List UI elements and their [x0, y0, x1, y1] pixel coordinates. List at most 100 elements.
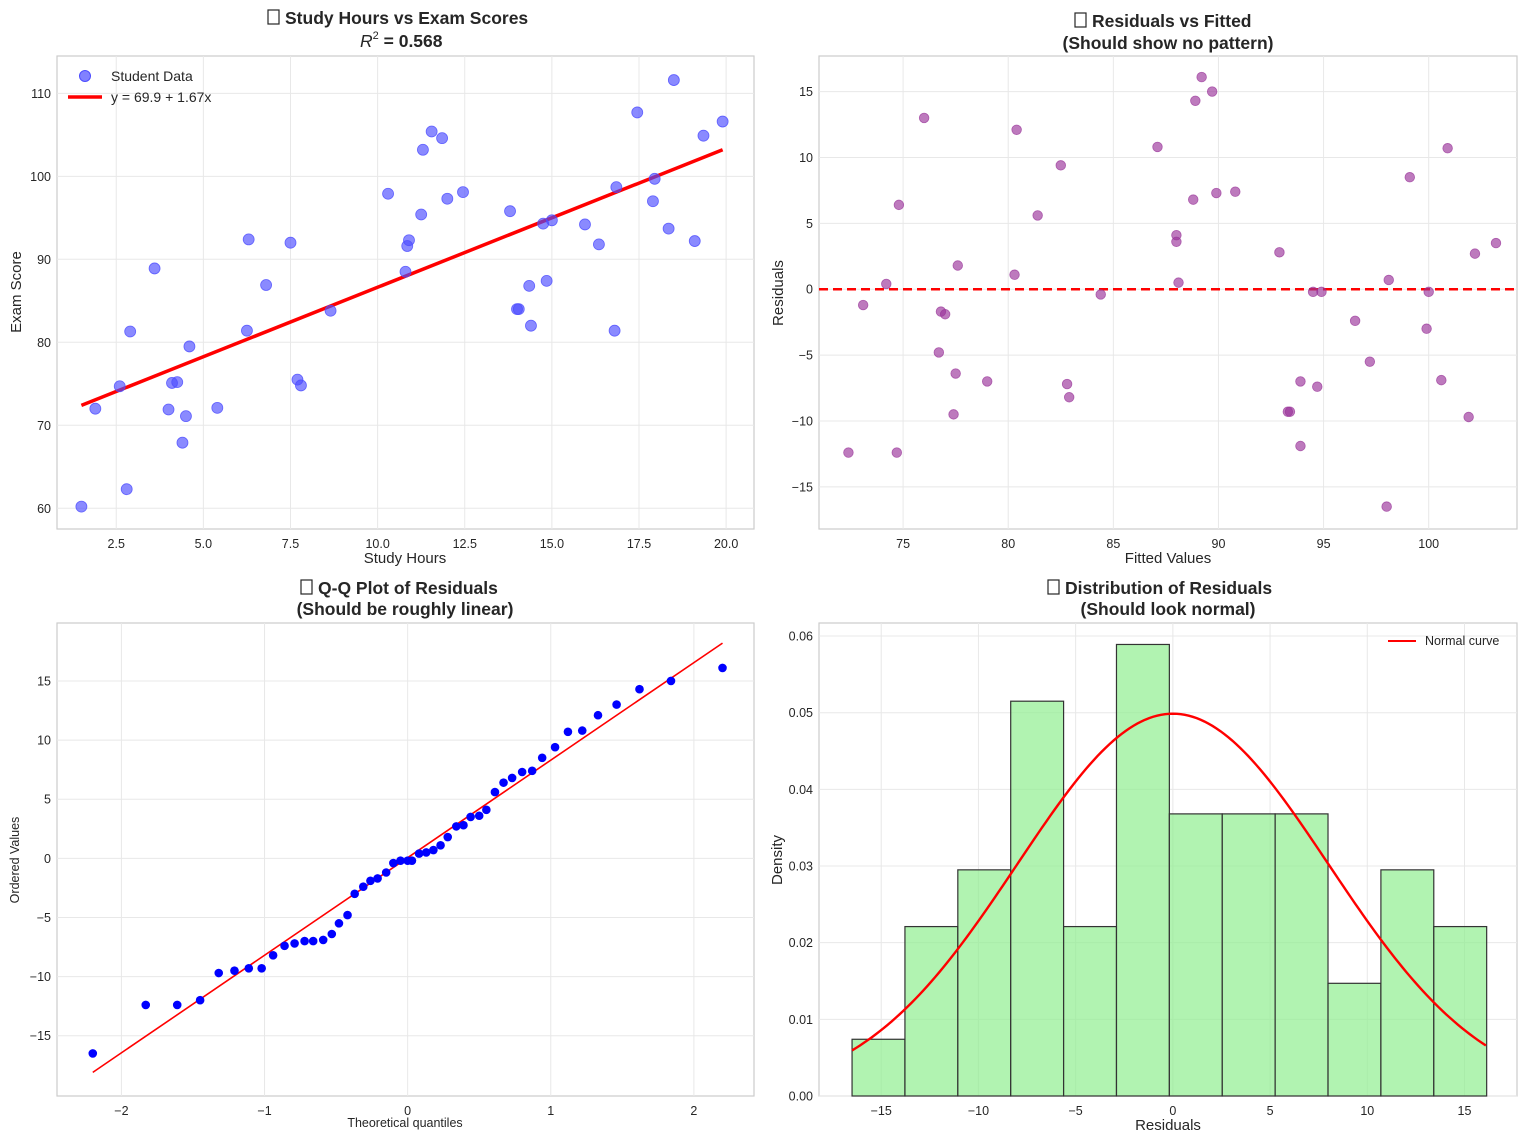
- qq-point: [414, 849, 424, 858]
- residual-point: [1211, 187, 1222, 199]
- qq-point: [381, 868, 391, 877]
- y-tick-label: 90: [37, 253, 51, 267]
- histogram-bars: [851, 643, 1488, 1097]
- data-point: [148, 262, 161, 275]
- qq-point: [172, 1000, 182, 1010]
- x-tick-label: −15: [871, 1104, 892, 1118]
- qq-point: [466, 812, 475, 822]
- residual-point: [1055, 160, 1066, 171]
- data-point: [242, 233, 255, 246]
- data-point: [75, 500, 88, 513]
- chart-subtitle-4: (Should look normal): [1081, 599, 1256, 619]
- residual-point: [1490, 237, 1502, 249]
- qq-point: [577, 726, 587, 735]
- data-point: [540, 274, 553, 287]
- residual-point: [1152, 141, 1163, 153]
- data-point: [662, 222, 675, 235]
- scatter-points-3: [88, 663, 727, 1058]
- data-point: [295, 379, 307, 392]
- residual-point: [1190, 95, 1201, 106]
- residual-point: [1463, 411, 1474, 423]
- histogram-bar: [1168, 813, 1223, 1097]
- residual-point: [1436, 374, 1447, 386]
- x-tick-label: 1: [547, 1104, 554, 1118]
- qq-point: [195, 995, 205, 1005]
- normal-curve: [851, 712, 1487, 1052]
- qq-point: [452, 822, 461, 831]
- missing-glyph-icon: [1047, 579, 1060, 595]
- x-tick-label: 5.0: [195, 537, 212, 551]
- x-tick-label: 95: [1317, 537, 1331, 551]
- panel-residual-distribution: −15 −10 −5 0 5 10 15 0.000.010.020.030.040.050…: [769, 578, 1518, 1134]
- residual-point: [1230, 186, 1241, 197]
- data-point: [382, 187, 394, 200]
- qq-point: [230, 966, 239, 975]
- residual-point: [933, 347, 945, 358]
- residual-point: [1383, 274, 1394, 286]
- x-tick-label: 100: [1418, 537, 1439, 551]
- chart-subtitle-3: (Should be roughly linear): [297, 599, 514, 619]
- qq-point: [429, 845, 438, 855]
- data-point: [171, 376, 184, 389]
- qq-point: [373, 874, 382, 883]
- panel-residuals-vs-fitted: 75 80 85 90 95 100 −15 −10 −5 0 5 10 15 Residuals v…: [770, 11, 1518, 567]
- grid-lines-2: [819, 56, 1517, 529]
- x-tick-label: 90: [1212, 537, 1226, 551]
- legend-label-normal-curve: Normal curve: [1425, 634, 1499, 648]
- plot-area-1: [56, 55, 755, 530]
- residual-point: [1421, 323, 1432, 334]
- y-tick-labels-2: −15 −10 −5 0 5 10 15: [792, 85, 813, 494]
- residual-point: [1423, 286, 1434, 298]
- x-tick-label: 10.0: [365, 537, 389, 551]
- residual-point: [1295, 376, 1306, 387]
- y-tick-label: −5: [799, 349, 813, 363]
- data-point: [180, 410, 192, 423]
- y-tick-label: 0: [44, 852, 51, 866]
- x-tick-labels-1: 2.5 5.0 7.5 10.0 12.5 15.0 17.5 20.0: [108, 537, 739, 551]
- y-tick-label: 15: [799, 85, 813, 99]
- qq-point: [244, 963, 254, 973]
- qq-point: [343, 910, 352, 920]
- data-point: [504, 205, 516, 218]
- x-axis-label-1: Study Hours: [364, 550, 447, 567]
- y-tick-label: 0.00: [789, 1090, 813, 1104]
- qq-point: [474, 811, 484, 821]
- y-tick-label: 0.06: [789, 630, 813, 644]
- scatter-points-1: [75, 74, 729, 513]
- qq-point: [550, 742, 560, 752]
- residual-point: [950, 368, 961, 379]
- residual-point: [891, 447, 902, 458]
- r-squared-superscript: 2: [373, 30, 379, 42]
- qq-point: [499, 778, 508, 787]
- x-tick-label: −10: [968, 1104, 989, 1118]
- qq-point: [593, 710, 603, 720]
- legend-1: Student Data y = 69.9 + 1.67x: [68, 68, 211, 105]
- y-tick-labels-4: 0.00 0.01 0.02 0.03 0.04 0.05 0.06: [789, 630, 813, 1104]
- y-tick-label: 80: [37, 336, 51, 350]
- qq-point: [537, 753, 547, 763]
- residual-point: [939, 309, 951, 320]
- chart-subtitle-2: (Should show no pattern): [1063, 33, 1274, 53]
- qq-point: [407, 856, 417, 865]
- data-point: [284, 236, 297, 249]
- residual-point: [1274, 247, 1285, 258]
- plot-area-2: [818, 55, 1518, 530]
- data-point: [415, 208, 428, 221]
- y-tick-labels-1: 60 70 80 90 100 110: [30, 87, 51, 516]
- data-point: [399, 265, 412, 278]
- qq-point: [396, 856, 405, 865]
- data-point: [120, 483, 133, 496]
- panel-study-hours-vs-scores: 2.5 5.0 7.5 10.0 12.5 15.0 17.5 20.0 60 70 80 90 10…: [8, 8, 755, 567]
- x-tick-label: 10: [1360, 1104, 1374, 1118]
- legend-4: Normal curve: [1388, 634, 1499, 648]
- histogram-bar: [1380, 869, 1435, 1097]
- data-point: [667, 74, 680, 86]
- x-axis-label-4: Residuals: [1135, 1117, 1201, 1134]
- y-tick-label: 10: [37, 734, 51, 748]
- data-point: [176, 436, 189, 449]
- y-tick-label: 0.01: [789, 1013, 813, 1027]
- y-tick-label: 0.02: [789, 936, 813, 950]
- x-tick-label: 0: [1169, 1104, 1176, 1118]
- y-tick-label: 70: [37, 419, 51, 433]
- qq-point: [308, 936, 318, 946]
